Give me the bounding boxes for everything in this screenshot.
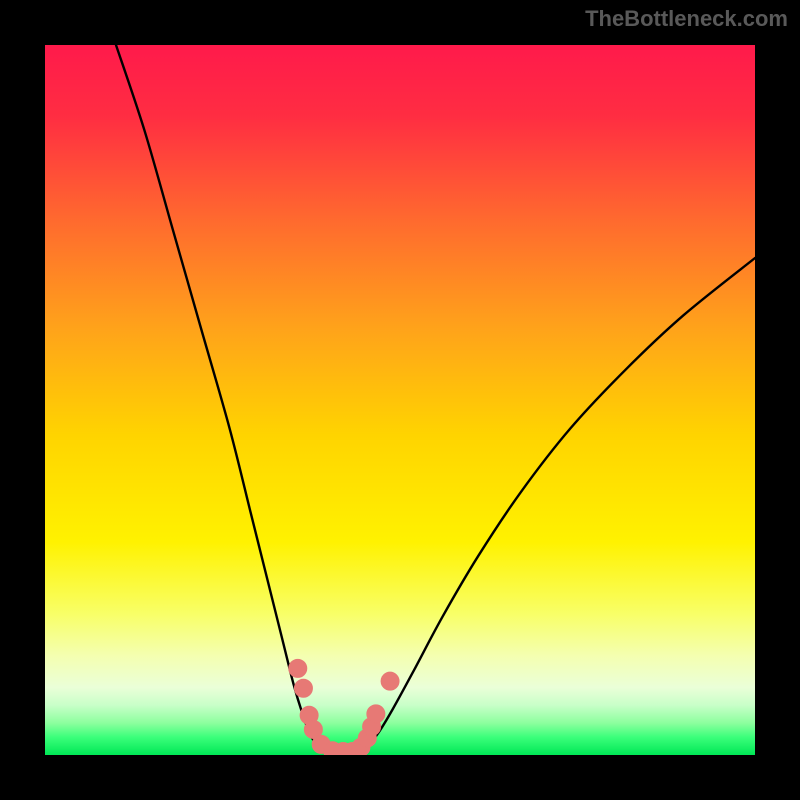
marker-point	[289, 659, 307, 677]
marker-point	[294, 679, 312, 697]
plot-svg	[45, 45, 755, 755]
marker-point	[381, 672, 399, 690]
plot-area	[45, 45, 755, 755]
bottleneck-curve	[116, 45, 755, 752]
marker-point	[367, 705, 385, 723]
watermark-text: TheBottleneck.com	[585, 6, 788, 32]
marker-group	[289, 659, 399, 755]
